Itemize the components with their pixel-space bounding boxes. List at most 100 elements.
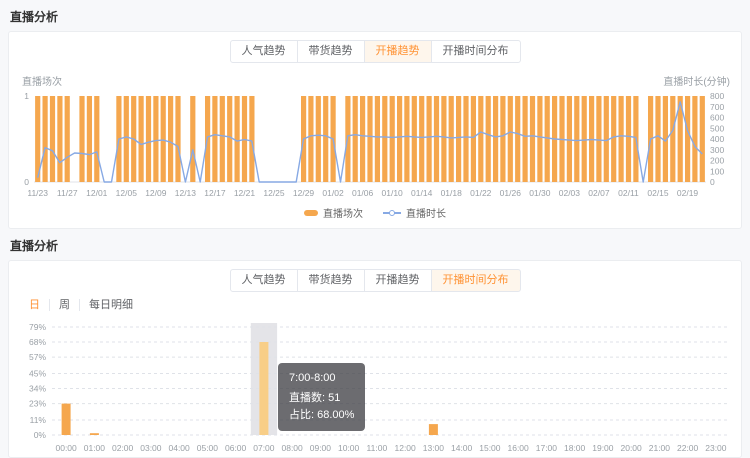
session-bar (64, 96, 70, 183)
svg-text:700: 700 (710, 102, 724, 112)
tab-stream-time-distribution-2[interactable]: 开播时间分布 (430, 269, 521, 293)
tab-stream-time-distribution[interactable]: 开播时间分布 (430, 40, 521, 64)
session-bar (42, 96, 48, 183)
svg-text:10:00: 10:00 (338, 443, 360, 453)
toggle-day[interactable]: 日 (20, 299, 50, 312)
trend-chart-legend: 直播场次 直播时长 (16, 202, 734, 226)
session-bar (190, 96, 196, 183)
svg-text:17:00: 17:00 (536, 443, 558, 453)
hour-bar (89, 433, 99, 436)
top-panel-title: 直播分析 (10, 10, 59, 24)
svg-text:04:00: 04:00 (168, 443, 190, 453)
tab-stream-trend[interactable]: 开播趋势 (363, 40, 432, 64)
session-bar (79, 96, 85, 183)
session-bar (145, 96, 152, 183)
session-bar (153, 96, 159, 183)
session-bar (470, 96, 476, 183)
tab-popularity-trend-2[interactable]: 人气趋势 (229, 269, 298, 293)
svg-text:0: 0 (710, 177, 715, 187)
session-bar (57, 96, 63, 183)
session-bar (603, 96, 609, 183)
svg-text:12/17: 12/17 (204, 188, 226, 198)
svg-text:01/10: 01/10 (382, 188, 404, 198)
svg-text:500: 500 (710, 123, 724, 133)
svg-text:34%: 34% (29, 384, 46, 394)
session-bar (677, 96, 683, 183)
svg-text:02/15: 02/15 (647, 188, 669, 198)
svg-text:08:00: 08:00 (281, 443, 303, 453)
svg-text:68%: 68% (29, 338, 46, 348)
view-toggle-row: 日 周 每日明细 (16, 292, 734, 312)
tab-sales-trend[interactable]: 带货趋势 (296, 40, 365, 64)
svg-text:18:00: 18:00 (564, 443, 586, 453)
session-bar (160, 96, 166, 183)
session-bar (86, 96, 92, 183)
tab-popularity-trend[interactable]: 人气趋势 (229, 40, 298, 64)
session-bar (544, 96, 550, 183)
session-bar (529, 96, 536, 183)
svg-text:05:00: 05:00 (197, 443, 219, 453)
tab-sales-trend-2[interactable]: 带货趋势 (296, 269, 365, 293)
svg-text:03:00: 03:00 (140, 443, 162, 453)
svg-text:45%: 45% (29, 369, 46, 379)
svg-text:00:00: 00:00 (55, 443, 77, 453)
session-bar (611, 96, 617, 183)
svg-text:0%: 0% (34, 430, 47, 440)
svg-text:12:00: 12:00 (394, 443, 416, 453)
right-axis-title: 直播时长(分钟) (663, 77, 730, 89)
session-bar (234, 96, 240, 183)
svg-text:01/18: 01/18 (441, 188, 463, 198)
bottom-panel-title: 直播分析 (10, 239, 59, 254)
sessions-bars (35, 96, 705, 183)
svg-text:100: 100 (710, 166, 724, 176)
svg-text:600: 600 (710, 113, 724, 123)
session-bar (411, 96, 417, 183)
svg-text:23:00: 23:00 (705, 443, 727, 453)
svg-text:14:00: 14:00 (451, 443, 473, 453)
hour-bar (259, 342, 269, 436)
time-distribution-chart[interactable]: 0% 11% 23% 34% 45% 57% 68% 79% 00:00 01:00 02:00 03… (16, 313, 734, 455)
session-bar (581, 96, 587, 183)
session-bar (441, 96, 447, 183)
legend-duration[interactable]: 直播时长 (383, 205, 446, 220)
session-bar (315, 96, 321, 183)
session-bar (168, 96, 174, 183)
toggle-daily-detail[interactable]: 每日明细 (89, 299, 133, 312)
left-axis-title: 直播场次 (22, 77, 62, 89)
svg-text:02/11: 02/11 (618, 188, 639, 198)
session-bar (35, 96, 41, 183)
session-bar (227, 96, 233, 183)
svg-text:02/07: 02/07 (588, 188, 610, 198)
session-bar (537, 96, 543, 183)
session-bar (618, 96, 624, 183)
session-bar (456, 96, 462, 183)
svg-text:09:00: 09:00 (310, 443, 332, 453)
session-bar (426, 96, 432, 183)
legend-sessions[interactable]: 直播场次 (304, 205, 363, 220)
session-bar (404, 96, 410, 183)
session-bar (670, 96, 676, 183)
session-bar (49, 96, 56, 183)
svg-text:12/29: 12/29 (293, 188, 315, 198)
svg-text:12/21: 12/21 (234, 188, 256, 198)
session-bar (374, 96, 380, 183)
time-distribution-card: 人气趋势 带货趋势 开播趋势 开播时间分布 日 周 每日明细 0% 11% 23% 3… (8, 260, 742, 458)
svg-text:15:00: 15:00 (479, 443, 501, 453)
svg-text:01/26: 01/26 (500, 188, 522, 198)
svg-text:300: 300 (710, 145, 724, 155)
svg-text:0: 0 (24, 177, 29, 187)
svg-text:12/13: 12/13 (175, 188, 197, 198)
tab-stream-trend-2[interactable]: 开播趋势 (363, 269, 432, 293)
session-bar (515, 96, 521, 183)
session-bar (625, 96, 632, 183)
svg-text:11%: 11% (30, 415, 47, 425)
session-bar (323, 96, 329, 183)
legend-duration-label: 直播时长 (406, 209, 446, 221)
session-bar (574, 96, 580, 183)
hour-bar (428, 424, 438, 436)
toggle-week[interactable]: 周 (50, 299, 80, 312)
session-bar (94, 96, 100, 183)
svg-text:1: 1 (24, 91, 29, 101)
